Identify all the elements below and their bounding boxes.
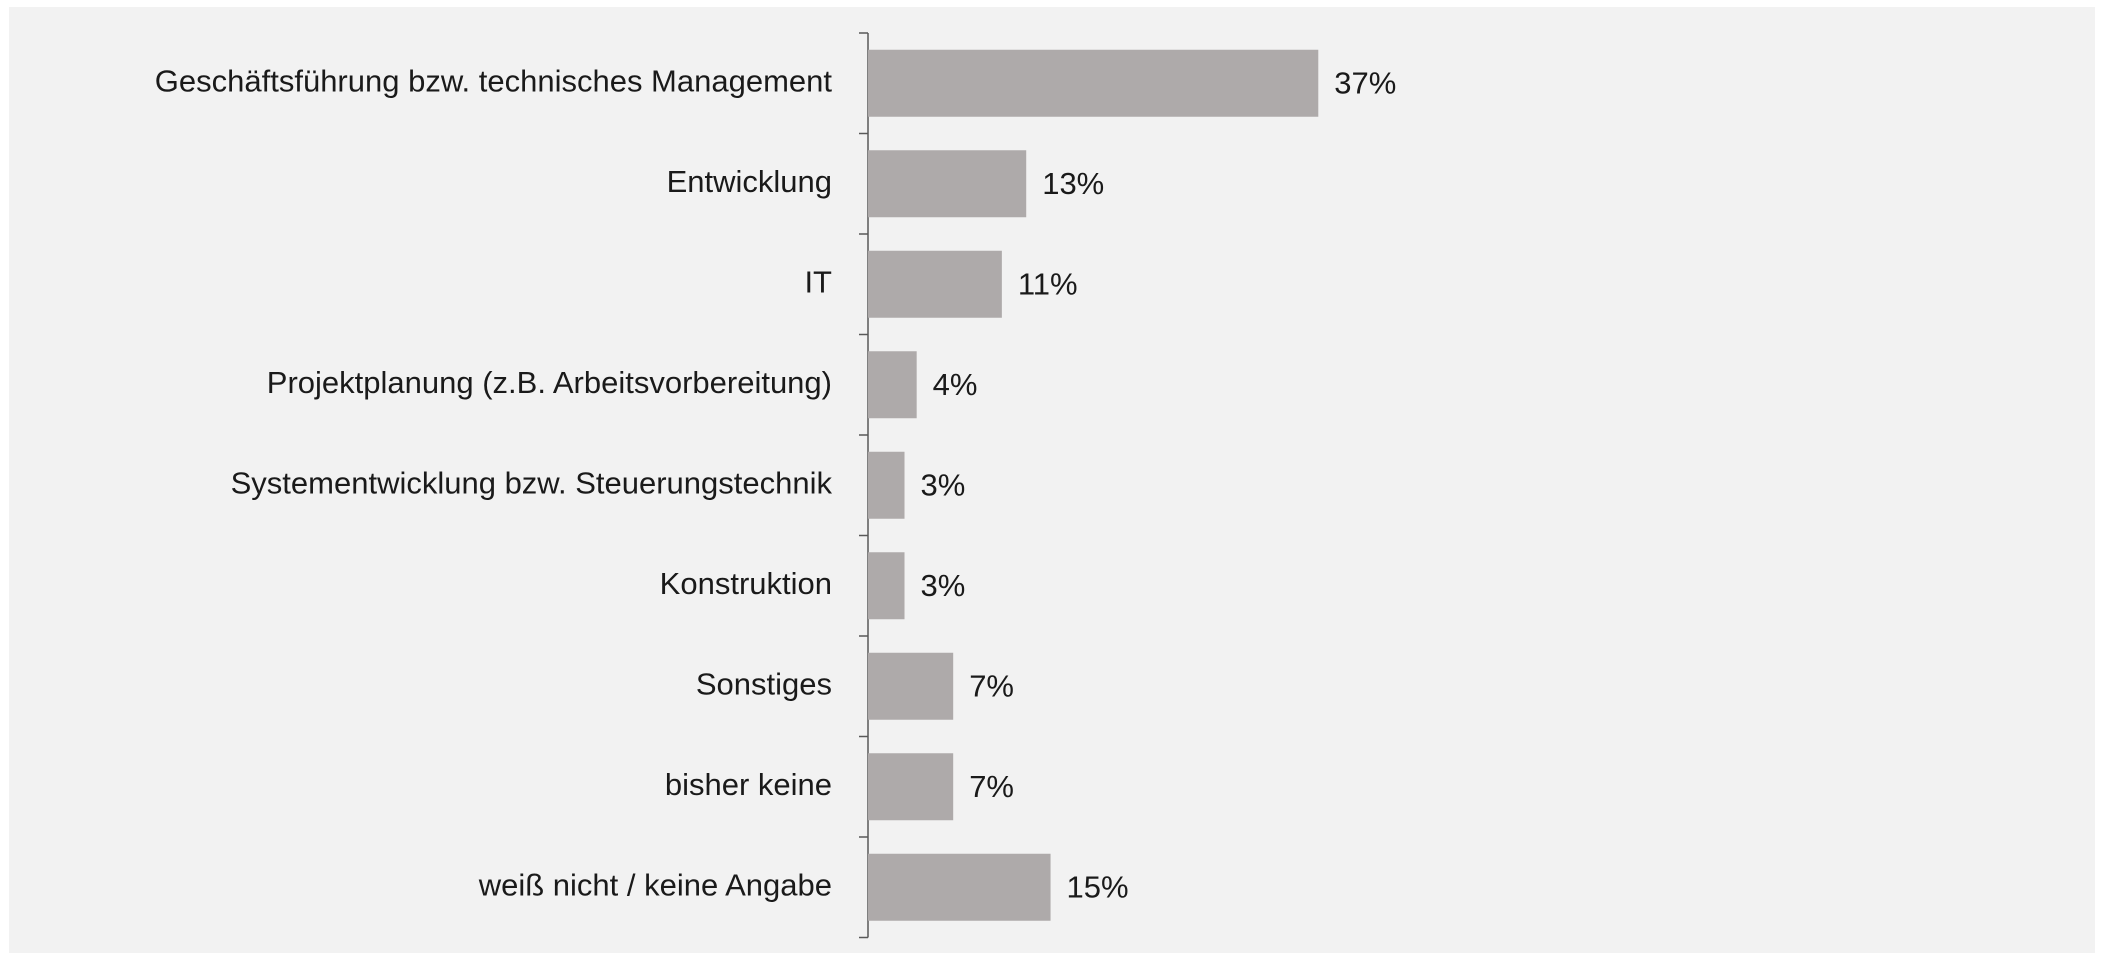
value-label: 15% bbox=[1067, 869, 1129, 904]
bar bbox=[868, 753, 954, 821]
value-label: 3% bbox=[921, 467, 966, 502]
bar bbox=[868, 853, 1051, 921]
bar bbox=[868, 351, 917, 419]
category-label: Sonstiges bbox=[696, 666, 832, 701]
category-label: bisher keine bbox=[665, 767, 832, 802]
value-label: 7% bbox=[969, 668, 1014, 703]
category-label: Konstruktion bbox=[660, 566, 832, 601]
bar bbox=[868, 451, 905, 519]
value-label: 3% bbox=[921, 568, 966, 603]
bar bbox=[868, 250, 1002, 318]
value-label: 4% bbox=[933, 367, 978, 402]
category-label: Geschäftsführung bzw. technisches Manage… bbox=[155, 63, 833, 98]
value-label: 11% bbox=[1018, 266, 1078, 301]
category-label: IT bbox=[804, 264, 832, 299]
value-label: 37% bbox=[1334, 65, 1396, 100]
bar bbox=[868, 552, 905, 620]
value-label: 7% bbox=[969, 769, 1014, 804]
category-label: Projektplanung (z.B. Arbeitsvorbereitung… bbox=[267, 365, 832, 400]
bar bbox=[868, 49, 1319, 117]
plot-background bbox=[9, 7, 2095, 953]
category-label: Systementwicklung bzw. Steuerungstechnik bbox=[231, 465, 833, 500]
bar bbox=[868, 652, 954, 720]
value-label: 13% bbox=[1042, 166, 1104, 201]
category-label: weiß nicht / keine Angabe bbox=[478, 867, 832, 902]
bar bbox=[868, 150, 1027, 218]
category-label: Entwicklung bbox=[667, 164, 832, 199]
